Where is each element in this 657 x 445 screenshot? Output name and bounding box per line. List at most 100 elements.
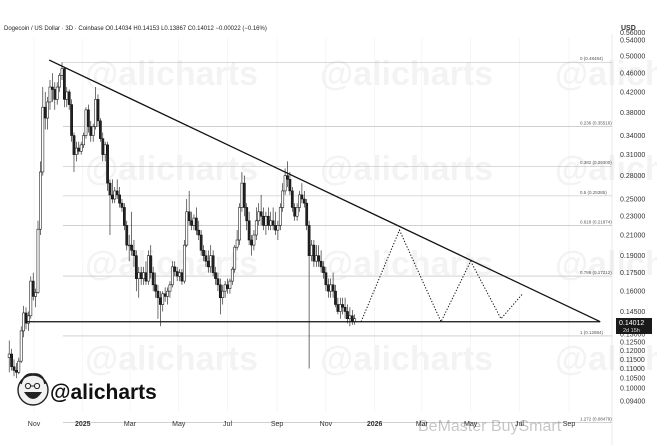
y-tick-label: 0.54000 <box>620 38 645 45</box>
axes: 0.09400 0.10000 0.10500 0.11000 0.11500 0.120… <box>28 30 645 445</box>
watermark-text: @alicharts <box>85 55 258 93</box>
candle-body <box>63 68 66 100</box>
candle-body <box>223 284 227 292</box>
y-tick-label-top: 0.56000 <box>620 30 645 37</box>
candle-body <box>46 101 49 119</box>
candle-body <box>132 250 136 256</box>
price-tag-bg <box>616 318 652 334</box>
candle-body <box>266 215 270 226</box>
candle-body <box>27 315 30 324</box>
candle-body <box>214 272 217 279</box>
y-tick-label: 0.19000 <box>620 253 645 260</box>
x-tick-label: Nov <box>320 421 333 428</box>
candle-body <box>192 217 196 226</box>
watermark-text: @alicharts <box>555 150 657 188</box>
candle-body <box>60 68 64 76</box>
candle-body <box>343 306 347 312</box>
candle-body <box>127 244 131 247</box>
candle-body <box>286 175 289 180</box>
candle-body <box>252 234 256 246</box>
avatar-icon <box>17 374 49 406</box>
candle-body <box>322 266 325 273</box>
candle-body <box>110 194 114 200</box>
candle-body <box>336 304 340 312</box>
candle-body <box>230 268 234 282</box>
candle-body <box>348 315 352 320</box>
candle-body <box>36 228 40 293</box>
y-tick-label: 0.42000 <box>620 89 645 96</box>
candle-body <box>103 144 107 155</box>
logo-handle: @alicharts <box>50 381 157 404</box>
candle-body <box>226 284 229 289</box>
candle-body <box>161 293 165 305</box>
candle-body <box>79 144 83 152</box>
candle-body <box>120 202 124 208</box>
watermark-text: @alicharts <box>555 340 657 378</box>
candle-body <box>70 104 73 136</box>
alicharts-logo: @alicharts <box>17 373 157 406</box>
candle-body <box>39 171 42 230</box>
fib-level-label: 0.382 (0.29300) <box>580 160 612 165</box>
watermark-text: @alicharts <box>320 150 493 188</box>
candle-body <box>317 255 321 262</box>
candle-body <box>106 144 109 184</box>
y-tick-label: 0.09400 <box>620 399 645 406</box>
candle-body <box>206 260 210 268</box>
x-tick-label: Jul <box>515 421 524 428</box>
watermark-text: @alicharts <box>320 340 493 378</box>
candle-body <box>31 280 35 297</box>
fib-levels: 0 (0.48484) 0.236 (0.35516) 0.382 (0.29300… <box>63 56 612 423</box>
candle-body <box>34 292 37 297</box>
candle-body <box>113 190 117 200</box>
candle-body <box>48 86 52 103</box>
candle-body <box>338 304 342 312</box>
candle-body <box>202 250 205 256</box>
candle-body <box>151 272 155 286</box>
candle-body <box>134 255 138 279</box>
candle-body <box>293 207 297 217</box>
avatar-beard <box>24 392 42 399</box>
fib-level-label: 0.5 (0.25385) <box>580 190 607 195</box>
fib-level-label: 0.618 (0.21974) <box>580 220 612 225</box>
x-tick-label: Sep <box>563 421 576 428</box>
fib-level-label: 0 (0.48484) <box>580 56 604 61</box>
candle-body <box>264 215 268 226</box>
watermark-text: @alicharts <box>320 55 493 93</box>
candle-body <box>72 135 76 155</box>
candle-body <box>146 255 150 282</box>
candle-body <box>144 272 148 282</box>
candle-body <box>75 147 78 155</box>
candle-body <box>156 290 160 299</box>
candle-body <box>278 207 282 226</box>
candle-body <box>274 225 277 231</box>
candle-body <box>247 220 251 241</box>
price-tag-countdown: 2d 15h <box>623 328 640 334</box>
candle-body <box>89 126 93 136</box>
candle-body <box>245 207 249 222</box>
candle-body <box>10 353 13 367</box>
candle-body <box>238 207 241 241</box>
candle-body <box>314 255 318 262</box>
candle-body <box>137 272 141 279</box>
chart-header: Dogecoin / US Dollar · 3D · Coinbase O0.… <box>4 26 267 32</box>
candle-body <box>139 272 143 279</box>
candle-body <box>84 109 88 136</box>
candle-body <box>218 284 222 299</box>
candle-body <box>29 280 33 317</box>
candle-body <box>182 244 186 282</box>
candle-body <box>288 179 292 192</box>
candle-body <box>65 91 69 100</box>
candle-body <box>43 106 47 119</box>
candles <box>7 62 357 379</box>
candle-body <box>51 86 54 90</box>
candle-body <box>326 284 330 292</box>
candle-body <box>185 211 189 246</box>
candle-body <box>91 126 95 136</box>
candle-body <box>190 220 193 226</box>
fib-level-label: 1 (0.12884) <box>580 330 604 335</box>
y-tick-label: 0.17500 <box>620 270 645 277</box>
candle-body <box>209 255 213 268</box>
candle-body <box>87 109 90 127</box>
